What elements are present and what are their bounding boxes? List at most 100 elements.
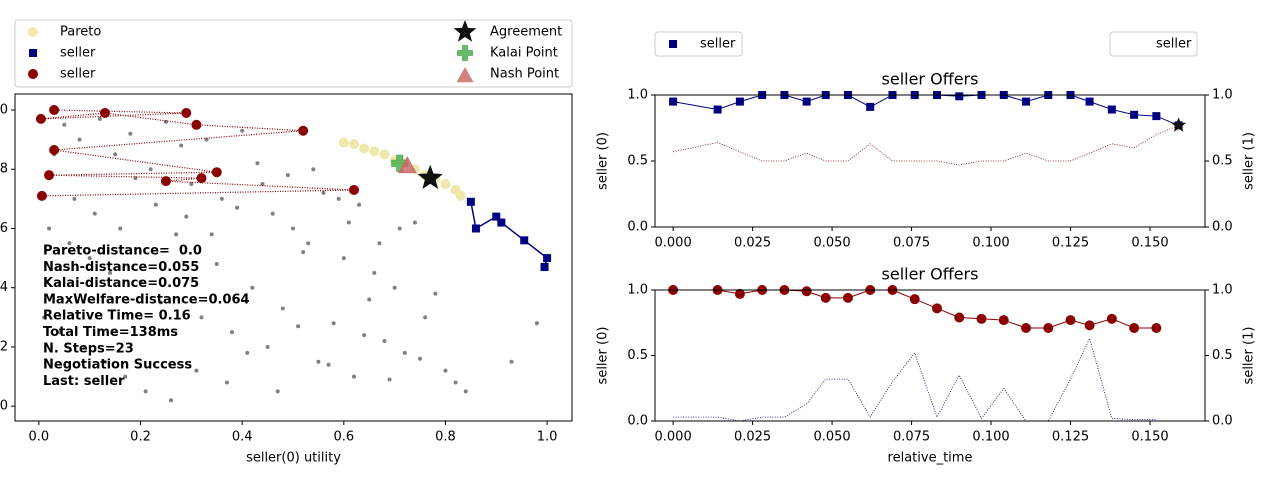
offer-point [954,312,965,323]
frame [654,289,1206,422]
outcome-point [67,241,72,246]
y2-tick-label: 1.0 [1212,88,1233,103]
offer-point [1065,315,1076,326]
x-tick-label: 0.125 [1052,430,1089,445]
outcome-point [82,344,87,349]
outcome-point [230,330,235,335]
outcome-point [509,359,514,364]
outcome-point [463,389,468,394]
legend-label: Kalai Point [490,46,558,61]
offer-point [801,286,812,297]
x-tick-label: 0.2 [130,430,151,445]
outcome-point [316,359,321,364]
annotation: Kalai-distance=0.075 [43,276,199,291]
offer-point [298,125,309,136]
y2-axis-label: seller (1) [1242,132,1257,190]
outcome-point [113,152,118,157]
offer-point [99,107,110,118]
legend-label: seller [700,37,736,52]
y2-tick-label: 0.0 [1212,414,1233,429]
y2-tick-label: 0.0 [1212,220,1233,235]
offer-point [1084,320,1095,331]
offer-point [35,113,46,124]
outcome-point [138,279,143,284]
outcome-point [219,196,224,201]
outcome-point [204,137,209,142]
x-tick-label: 0.0 [29,430,50,445]
offer-point [471,224,480,233]
outcome-point [47,226,52,231]
pareto-point [338,137,349,148]
y-tick-label: 0.5 [627,348,648,363]
legend [14,19,573,88]
outcome-point [331,321,336,326]
outcome-point [301,250,306,255]
legend-label: Agreement [490,25,562,40]
y-tick-label: 0.0 [627,414,648,429]
outcome-point [235,205,240,210]
outcome-point [123,374,128,379]
annotation: N. Steps=23 [43,341,134,356]
x-tick-label: 0.000 [655,236,692,251]
outcome-point [148,167,153,172]
outcome-point [306,241,311,246]
agreement-point [417,164,443,189]
outcome-point [169,398,174,403]
chart-title: seller Offers [882,265,979,284]
outcome-point [179,143,184,148]
offer-point [976,313,987,324]
offer-point [955,92,964,101]
offer-point [998,315,1009,326]
outcome-point [240,128,245,133]
legend [654,31,743,57]
outcome-point [189,182,194,187]
outcome-point [377,241,382,246]
offer-line [673,94,1179,126]
offer-point [1130,110,1139,119]
offer-point [713,105,722,114]
offer-point [497,218,506,227]
outcome-point [387,377,392,382]
outcome-point [351,374,356,379]
outcome-point [341,256,346,261]
outcome-point [194,368,199,373]
outcome-point [102,359,107,364]
outcome-point [260,182,265,187]
y-axis-label: seller (0) [596,132,611,190]
pareto-point [440,179,451,190]
offer-point [181,107,192,118]
y2-line [673,337,1157,422]
x-tick-label: 0.4 [232,430,253,445]
outcome-point [382,339,387,344]
outcome-point [118,226,123,231]
x-tick-label: 0.150 [1131,236,1168,251]
offer-point [196,173,207,184]
y-tick-label: 0.5 [627,154,648,169]
outcome-point [87,256,92,261]
legend-label: seller [1156,37,1192,52]
outcome-point [128,131,133,136]
offer-point [1107,105,1116,114]
outcome-point [346,220,351,225]
offer-point [1152,112,1161,121]
outcome-point [250,285,255,290]
nash-point [397,156,417,174]
offer-point [931,303,942,314]
x-axis-label: relative_time [888,451,973,466]
legend-marker [456,67,474,83]
outcome-point [41,315,46,320]
annotation: Relative Time= 0.16 [43,309,191,324]
legend-label: Pareto [60,25,101,40]
offer-point [492,212,501,221]
offer-point [49,144,60,155]
offer-point [842,292,853,303]
annotation: MaxWelfare-distance=0.064 [43,292,250,307]
annotation: Pareto-distance= 0.0 [43,244,202,259]
outcome-point [336,196,341,201]
outcome-point [372,270,377,275]
offer-point [820,292,831,303]
outcome-point [199,315,204,320]
offer-point [44,170,55,181]
x-tick-label: 0.050 [813,236,850,251]
legend-marker [453,20,477,42]
